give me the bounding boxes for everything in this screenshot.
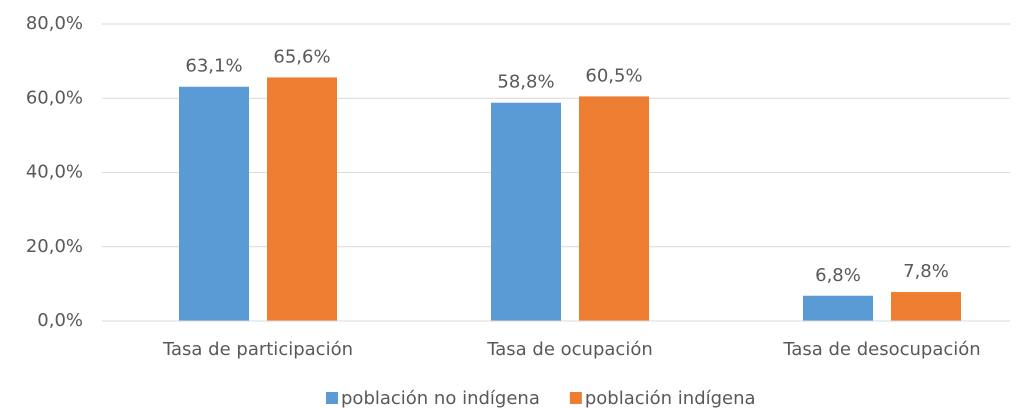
bar	[891, 292, 961, 321]
legend-label: población no indígena	[341, 388, 540, 408]
value-label: 60,5%	[585, 65, 642, 86]
bar	[579, 96, 649, 321]
x-tick-label: Tasa de ocupación	[486, 339, 653, 360]
value-label: 58,8%	[497, 72, 554, 93]
x-tick-label: Tasa de desocupación	[782, 339, 980, 360]
y-tick-label: 0,0%	[37, 310, 83, 331]
value-label: 65,6%	[273, 46, 330, 67]
value-label: 7,8%	[903, 261, 949, 282]
y-tick-label: 80,0%	[26, 13, 83, 34]
bar	[179, 86, 249, 322]
bar	[491, 102, 561, 321]
y-tick-label: 40,0%	[26, 162, 83, 183]
legend-label: población indígena	[585, 388, 756, 408]
value-label: 63,1%	[185, 56, 242, 77]
x-tick-label: Tasa de participación	[162, 339, 353, 360]
value-label: 6,8%	[815, 265, 861, 286]
bar	[803, 295, 873, 321]
bar	[267, 77, 337, 322]
y-tick-label: 20,0%	[26, 236, 83, 257]
legend-swatch	[569, 392, 582, 404]
y-tick-label: 60,0%	[26, 87, 83, 108]
legend-swatch	[326, 392, 338, 404]
